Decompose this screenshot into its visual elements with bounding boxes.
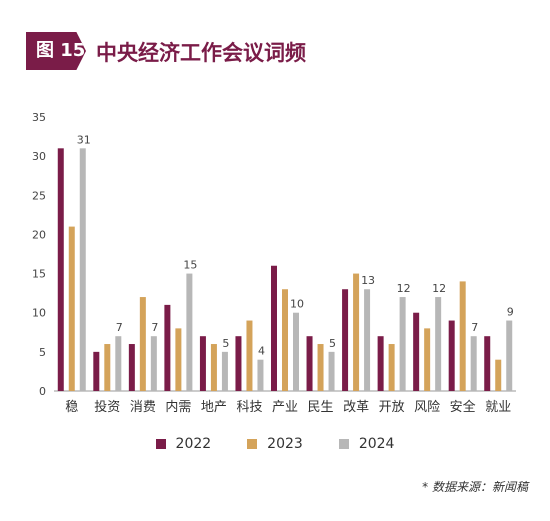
- y-tick-label: 30: [32, 150, 46, 163]
- bar-2024: [221, 351, 228, 391]
- legend-label-2022: 2022: [175, 436, 212, 452]
- figure-number: 图 15: [36, 40, 86, 61]
- bar-2024: [364, 289, 371, 391]
- bar-2022: [57, 148, 64, 391]
- source-note: * 数据来源：新闻稿: [422, 480, 528, 494]
- y-tick-label: 35: [32, 111, 46, 124]
- bar-2024: [186, 273, 193, 391]
- data-label: 4: [258, 345, 265, 358]
- bar-2023: [459, 281, 466, 391]
- data-label: 13: [361, 274, 375, 287]
- y-tick-label: 0: [39, 385, 46, 398]
- bar-2023: [353, 273, 360, 391]
- x-tick-label: 产业: [272, 400, 298, 415]
- bar-2024: [506, 320, 513, 391]
- bar-2022: [93, 351, 100, 391]
- legend: 2022 2023 2024: [0, 436, 550, 452]
- y-tick-label: 25: [32, 189, 46, 202]
- bar-2022: [164, 304, 171, 391]
- bar-2022: [484, 336, 491, 391]
- data-label: 10: [290, 298, 304, 311]
- figure-number-badge: 图 15: [26, 32, 86, 70]
- legend-label-2023: 2023: [267, 436, 303, 452]
- bar-2024: [79, 148, 86, 391]
- bar-2023: [424, 328, 431, 391]
- legend-item-2024: 2024: [338, 436, 395, 452]
- data-label: 5: [222, 337, 229, 350]
- x-tick-label: 安全: [450, 399, 476, 415]
- bar-2023: [139, 297, 146, 391]
- bar-2024: [435, 297, 442, 391]
- bar-2023: [104, 344, 111, 391]
- bar-2022: [306, 336, 313, 391]
- data-label: 12: [397, 282, 411, 295]
- bar-2022: [342, 289, 349, 391]
- bar-2023: [388, 344, 395, 391]
- x-tick-label: 消费: [130, 400, 156, 415]
- bar-2022: [413, 312, 420, 391]
- x-tick-label: 投资: [94, 399, 120, 415]
- data-label: 7: [116, 321, 123, 334]
- data-label: 31: [77, 133, 91, 146]
- x-tick-label: 改革: [343, 400, 369, 415]
- data-label: 7: [471, 321, 478, 334]
- bar-2023: [282, 289, 288, 391]
- x-tick-label: 科技: [236, 400, 262, 415]
- x-tick-label: 开放: [379, 400, 405, 415]
- data-label: 7: [151, 321, 158, 334]
- legend-swatch-2024: [338, 439, 349, 449]
- legend-item-2022: 2022: [155, 436, 212, 452]
- legend-label-2024: 2024: [358, 436, 395, 452]
- data-label: 5: [329, 337, 336, 350]
- bar-2024: [399, 297, 406, 391]
- x-tick-label: 稳: [65, 399, 78, 415]
- bar-2024: [328, 351, 335, 391]
- bar-2023: [317, 344, 324, 391]
- bar-2022: [128, 344, 135, 391]
- data-label: 15: [183, 259, 197, 272]
- data-label: 9: [507, 306, 514, 319]
- bar-2024: [470, 336, 477, 391]
- legend-swatch-2023: [247, 439, 258, 449]
- x-tick-label: 地产: [201, 400, 227, 415]
- x-tick-label: 民生: [308, 400, 334, 415]
- page-title: 中央经济工作会议词频: [96, 41, 306, 65]
- x-tick-label: 内需: [165, 399, 191, 415]
- bar-2023: [210, 344, 217, 391]
- data-label: 12: [432, 282, 446, 295]
- y-tick-label: 10: [32, 307, 46, 320]
- bar-2023: [246, 320, 253, 391]
- bar-2024: [257, 359, 264, 391]
- bar-2023: [68, 226, 75, 391]
- bar-2022: [448, 320, 455, 391]
- bar-2023: [175, 328, 182, 391]
- bar-2024: [293, 312, 299, 391]
- bar-2022: [199, 336, 206, 391]
- x-tick-label: 就业: [485, 400, 511, 415]
- y-tick-label: 20: [32, 228, 46, 241]
- bar-2024: [115, 336, 122, 391]
- y-tick-label: 5: [39, 346, 46, 359]
- bar-2023: [495, 359, 502, 391]
- y-tick-label: 15: [32, 268, 46, 281]
- bar-2022: [271, 265, 277, 391]
- bar-2022: [377, 336, 384, 391]
- legend-swatch-2022: [155, 439, 166, 449]
- legend-item-2023: 2023: [247, 436, 303, 452]
- x-tick-label: 风险: [414, 400, 440, 415]
- bar-2022: [235, 336, 242, 391]
- bar-2024: [150, 336, 157, 391]
